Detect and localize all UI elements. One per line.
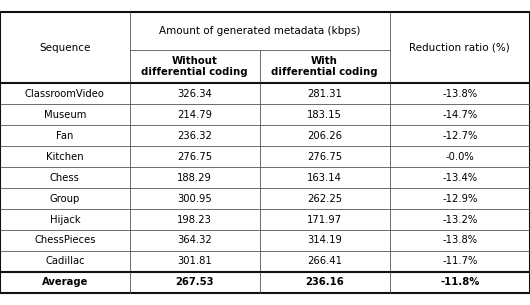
Text: 314.19: 314.19	[307, 235, 342, 246]
Text: -0.0%: -0.0%	[445, 152, 474, 162]
Text: Sequence: Sequence	[39, 43, 91, 53]
Text: Average: Average	[42, 277, 88, 287]
Text: 163.14: 163.14	[307, 173, 342, 183]
Text: Chess: Chess	[50, 173, 80, 183]
Text: Amount of generated metadata (kbps): Amount of generated metadata (kbps)	[159, 26, 360, 36]
Text: 364.32: 364.32	[178, 235, 212, 246]
Text: -11.7%: -11.7%	[442, 257, 478, 266]
Text: Without
differential coding: Without differential coding	[142, 56, 248, 77]
Text: Group: Group	[50, 194, 80, 203]
Text: 188.29: 188.29	[178, 173, 212, 183]
Text: ClassroomVideo: ClassroomVideo	[25, 89, 105, 99]
Text: -13.2%: -13.2%	[442, 214, 478, 224]
Text: 214.79: 214.79	[177, 110, 213, 120]
Text: 301.81: 301.81	[178, 257, 212, 266]
Text: -14.7%: -14.7%	[442, 110, 478, 120]
Text: 276.75: 276.75	[307, 152, 342, 162]
Text: 206.26: 206.26	[307, 131, 342, 141]
Text: 236.32: 236.32	[178, 131, 212, 141]
Text: 171.97: 171.97	[307, 214, 342, 224]
Text: -12.7%: -12.7%	[442, 131, 478, 141]
Text: With
differential coding: With differential coding	[271, 56, 378, 77]
Text: 326.34: 326.34	[178, 89, 212, 99]
Text: 276.75: 276.75	[177, 152, 213, 162]
Text: Kitchen: Kitchen	[46, 152, 84, 162]
Text: 267.53: 267.53	[175, 277, 214, 287]
Text: 262.25: 262.25	[307, 194, 342, 203]
Text: 198.23: 198.23	[178, 214, 212, 224]
Text: 266.41: 266.41	[307, 257, 342, 266]
Text: ChessPieces: ChessPieces	[34, 235, 96, 246]
Text: Cadillac: Cadillac	[45, 257, 85, 266]
Text: 281.31: 281.31	[307, 89, 342, 99]
Text: Museum: Museum	[44, 110, 86, 120]
Text: -13.8%: -13.8%	[442, 235, 478, 246]
Text: 300.95: 300.95	[178, 194, 212, 203]
Text: -13.4%: -13.4%	[442, 173, 478, 183]
Text: 236.16: 236.16	[305, 277, 344, 287]
Text: Reduction ratio (%): Reduction ratio (%)	[409, 43, 510, 53]
Text: Hijack: Hijack	[50, 214, 80, 224]
Text: 183.15: 183.15	[307, 110, 342, 120]
Text: Fan: Fan	[56, 131, 74, 141]
Text: -13.8%: -13.8%	[442, 89, 478, 99]
Text: -12.9%: -12.9%	[442, 194, 478, 203]
Text: -11.8%: -11.8%	[440, 277, 480, 287]
